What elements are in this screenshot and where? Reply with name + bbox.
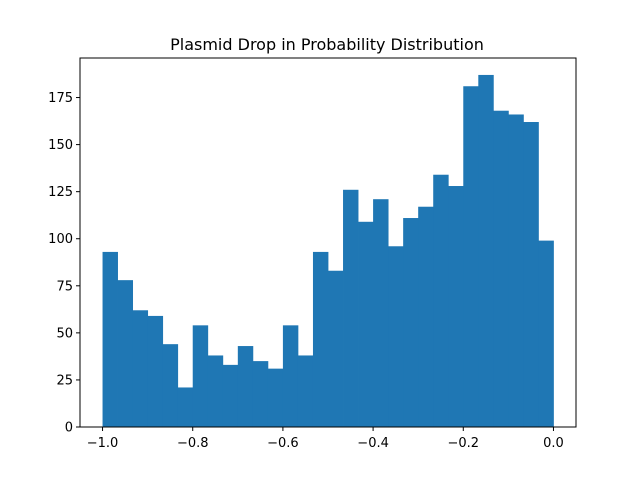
histogram-bar (493, 110, 509, 427)
x-tick-label: −0.6 (267, 436, 299, 451)
histogram-bar (448, 186, 464, 427)
histogram-bar (403, 218, 419, 427)
histogram-bar (237, 346, 254, 427)
histogram-bar (373, 199, 389, 427)
y-tick-label: 100 (48, 232, 73, 247)
histogram-bar (478, 74, 494, 427)
y-tick-label: 150 (48, 138, 73, 153)
histogram-bar (433, 174, 449, 427)
histogram-bar (222, 364, 239, 427)
histogram-bar (297, 355, 314, 427)
histogram-bar (328, 270, 344, 427)
histogram-bar (252, 361, 269, 427)
y-tick-label: 75 (56, 279, 73, 294)
histogram-bar (177, 387, 194, 427)
histogram-bar (418, 206, 434, 427)
histogram-bar (523, 122, 539, 428)
histogram-bar (267, 368, 284, 427)
histogram-bar (282, 325, 299, 427)
histogram-bar (207, 355, 224, 427)
histogram-bar (162, 344, 179, 427)
plot-frame (79, 57, 577, 428)
histogram-bar (102, 251, 118, 427)
x-tick-label: 0.0 (543, 436, 564, 451)
y-tick-label: 25 (56, 373, 73, 388)
histogram-bar (312, 251, 329, 427)
x-tick-label: −0.8 (177, 436, 209, 451)
histogram-bar (388, 246, 404, 427)
histogram-bar (538, 240, 554, 427)
histogram-bar (358, 221, 374, 427)
x-tick-label: −0.2 (447, 436, 479, 451)
axes-group: −1.0 −0.8 −0.6 −0.4 −0.2 0.0 0 25 50 75 100 125 150 1… (48, 57, 577, 451)
y-tick-label: 125 (48, 185, 73, 200)
bars-group (102, 74, 554, 428)
histogram-bar (192, 325, 209, 427)
histogram-bar (132, 310, 149, 427)
histogram-bar (117, 280, 134, 427)
histogram-bar (343, 189, 359, 427)
y-tick-label: 50 (56, 326, 73, 341)
histogram-bar (147, 315, 164, 427)
x-tick-label: −0.4 (357, 436, 389, 451)
histogram-bar (508, 114, 524, 428)
x-tick-label: −1.0 (87, 436, 119, 451)
chart-title: Plasmid Drop in Probability Distribution (170, 35, 484, 54)
y-tick-label: 175 (48, 91, 73, 106)
histogram-bar (463, 86, 479, 427)
y-tick-label: 0 (65, 421, 73, 436)
